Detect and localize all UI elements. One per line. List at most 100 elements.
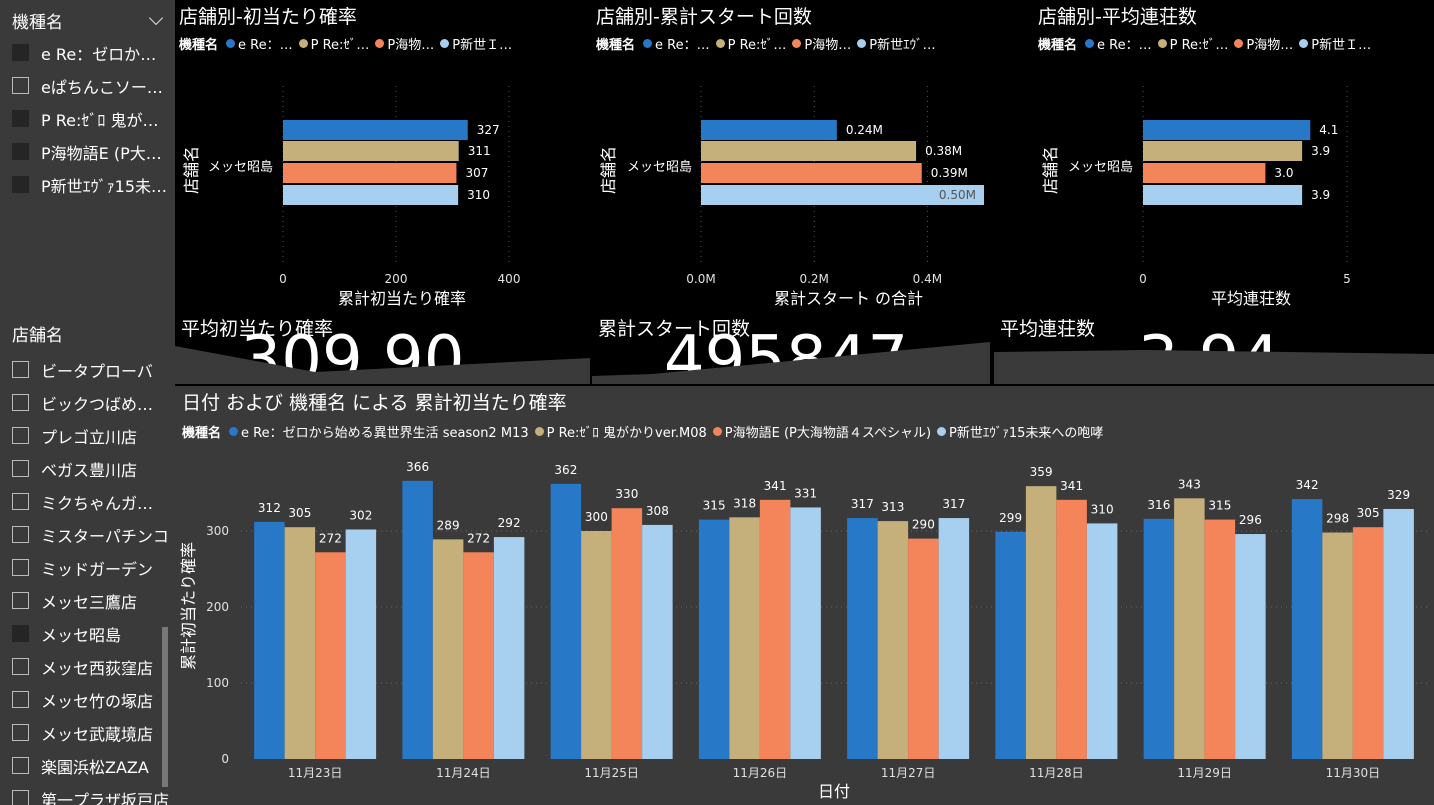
store-slicer-item[interactable]: メッセ西荻窪店	[0, 650, 175, 683]
bar[interactable]	[877, 521, 909, 759]
bar[interactable]	[1086, 523, 1118, 759]
machine-slicer-item[interactable]: P新世ｴｳﾞｧ15未来への咆哮	[0, 168, 175, 201]
legend-item[interactable]: P新世Ｉ…	[440, 34, 512, 53]
legend-item[interactable]: e Re：…	[1085, 34, 1152, 53]
legend-item[interactable]: P海物…	[1234, 34, 1293, 53]
store-slicer-item[interactable]: ミスターパチンコ	[0, 518, 175, 551]
store-slicer-item[interactable]: ミッドガーデン	[0, 551, 175, 584]
legend-item[interactable]: e Re：…	[226, 34, 293, 53]
bar[interactable]	[1291, 499, 1323, 759]
bar[interactable]	[847, 518, 878, 759]
checkbox[interactable]	[12, 559, 29, 576]
bar[interactable]	[908, 538, 939, 759]
checkbox[interactable]	[12, 691, 29, 708]
machine-slicer-item[interactable]: P海物語E (P大海物語４スペシャル)	[0, 135, 175, 168]
legend-item[interactable]: P Re:ｾﾞ…	[715, 34, 786, 53]
bar[interactable]	[642, 524, 673, 759]
bar[interactable]	[493, 537, 525, 759]
bar[interactable]	[1143, 518, 1175, 759]
store-slicer-item[interactable]: ミクちゃんガーデン	[0, 485, 175, 518]
bar[interactable]	[283, 163, 457, 183]
legend-item[interactable]: P海物語E (P大海物語４スペシャル)	[712, 422, 931, 441]
store-slicer-item[interactable]: プレゴ立川店	[0, 419, 175, 452]
bar[interactable]	[1143, 141, 1303, 161]
legend-item[interactable]: P海物…	[792, 34, 851, 53]
bar[interactable]	[1383, 508, 1414, 759]
legend-item[interactable]: P海物…	[375, 34, 434, 53]
checkbox[interactable]	[12, 77, 29, 94]
store-slicer-item[interactable]: ベガス豊川店	[0, 452, 175, 485]
bar[interactable]	[698, 519, 730, 759]
chart-hit-rate-by-store[interactable]: 店舗別-初当たり確率 機種名 e Re：… P Re:ｾﾞ… P海物… P新世Ｉ… 0 2…	[175, 0, 589, 312]
checkbox[interactable]	[12, 394, 29, 411]
legend-item[interactable]: P Re:ｾﾞﾛ 鬼がかりver.M08	[534, 422, 707, 441]
legend-item[interactable]: e Re：…	[643, 34, 710, 53]
bar[interactable]	[581, 531, 612, 759]
bar[interactable]	[995, 531, 1026, 759]
bar[interactable]	[283, 185, 459, 205]
machine-slicer-item[interactable]: eぱちんこソード・アート・オンライン	[0, 69, 175, 102]
bar[interactable]	[432, 539, 464, 759]
checkbox[interactable]	[12, 110, 29, 127]
legend-item[interactable]: P新世ｴｳﾞｧ15未来への咆哮	[937, 422, 1103, 441]
store-slicer-item[interactable]: 楽園浜松ZAZA	[0, 749, 175, 782]
bar[interactable]	[938, 518, 970, 759]
checkbox[interactable]	[12, 757, 29, 774]
bar[interactable]	[729, 517, 760, 759]
bar[interactable]	[790, 507, 821, 759]
chevron-down-icon[interactable]	[148, 10, 164, 26]
store-slicer-item[interactable]: ビックつばめ高崎店	[0, 386, 175, 419]
bar[interactable]	[1204, 519, 1236, 759]
checkbox[interactable]	[12, 427, 29, 444]
bar[interactable]	[345, 529, 377, 759]
checkbox[interactable]	[12, 460, 29, 477]
legend-item[interactable]: e Re：ゼロから始める異世界生活 season2 M13	[229, 422, 529, 441]
store-slicer-item[interactable]: ビータプローバ	[0, 353, 175, 386]
checkbox[interactable]	[12, 44, 29, 61]
machine-slicer-item[interactable]: P Re:ｾﾞﾛ 鬼がかりver.M08	[0, 102, 175, 135]
checkbox[interactable]	[12, 493, 29, 510]
bar[interactable]	[254, 521, 285, 759]
legend-item[interactable]: P Re:ｾﾞ…	[1157, 34, 1228, 53]
chart-hit-rate-by-date-and-machine[interactable]: 日付 および 機種名 による 累計初当たり確率 機種名 e Re：ゼロから始める異…	[175, 386, 1434, 805]
bar[interactable]	[283, 141, 459, 161]
bar[interactable]	[463, 552, 494, 759]
machine-slicer-header[interactable]: 機種名	[0, 0, 175, 36]
bar[interactable]	[701, 141, 917, 161]
checkbox[interactable]	[12, 625, 29, 642]
checkbox[interactable]	[12, 790, 29, 805]
checkbox[interactable]	[12, 724, 29, 741]
checkbox[interactable]	[12, 658, 29, 675]
bar[interactable]	[283, 120, 468, 140]
store-slicer-item[interactable]: メッセ昭島	[0, 617, 175, 650]
store-slicer-item[interactable]: メッセ竹の塚店	[0, 683, 175, 716]
store-slicer-item[interactable]: メッセ三鷹店	[0, 584, 175, 617]
bar[interactable]	[550, 483, 582, 759]
bar[interactable]	[701, 120, 837, 140]
bar[interactable]	[1143, 163, 1266, 183]
bar[interactable]	[759, 499, 791, 759]
bar[interactable]	[1143, 120, 1311, 140]
bar[interactable]	[315, 552, 346, 759]
bar[interactable]	[1322, 532, 1353, 759]
legend-item[interactable]: P新世ｴｳﾞ…	[857, 34, 936, 53]
checkbox[interactable]	[12, 361, 29, 378]
store-slicer-item[interactable]: 第一プラザ坂戸店	[0, 782, 175, 805]
checkbox[interactable]	[12, 143, 29, 160]
bar[interactable]	[611, 508, 643, 759]
legend-item[interactable]: P Re:ｾﾞ…	[298, 34, 369, 53]
chart-avg-streak-by-store[interactable]: 店舗別-平均連荘数 機種名 e Re：… P Re:ｾﾞ… P海物… P新世Ｉ… 0 5 4…	[1034, 0, 1434, 312]
chart-total-starts-by-store[interactable]: 店舗別-累計スタート回数 機種名 e Re：… P Re:ｾﾞ… P海物… P新世ｴｳﾞ…	[592, 0, 1032, 312]
bar[interactable]	[1174, 498, 1205, 759]
bar[interactable]	[1056, 499, 1087, 759]
machine-slicer-item[interactable]: e Re：ゼロから始める異世界生活 season2 M13	[0, 36, 175, 69]
store-slicer-scrollbar[interactable]	[162, 627, 168, 787]
bar[interactable]	[701, 185, 984, 205]
bar[interactable]	[1352, 527, 1384, 759]
store-slicer-item[interactable]: メッセ武蔵境店	[0, 716, 175, 749]
bar[interactable]	[701, 163, 922, 183]
checkbox[interactable]	[12, 526, 29, 543]
bar[interactable]	[1025, 486, 1057, 759]
checkbox[interactable]	[12, 592, 29, 609]
checkbox[interactable]	[12, 176, 29, 193]
